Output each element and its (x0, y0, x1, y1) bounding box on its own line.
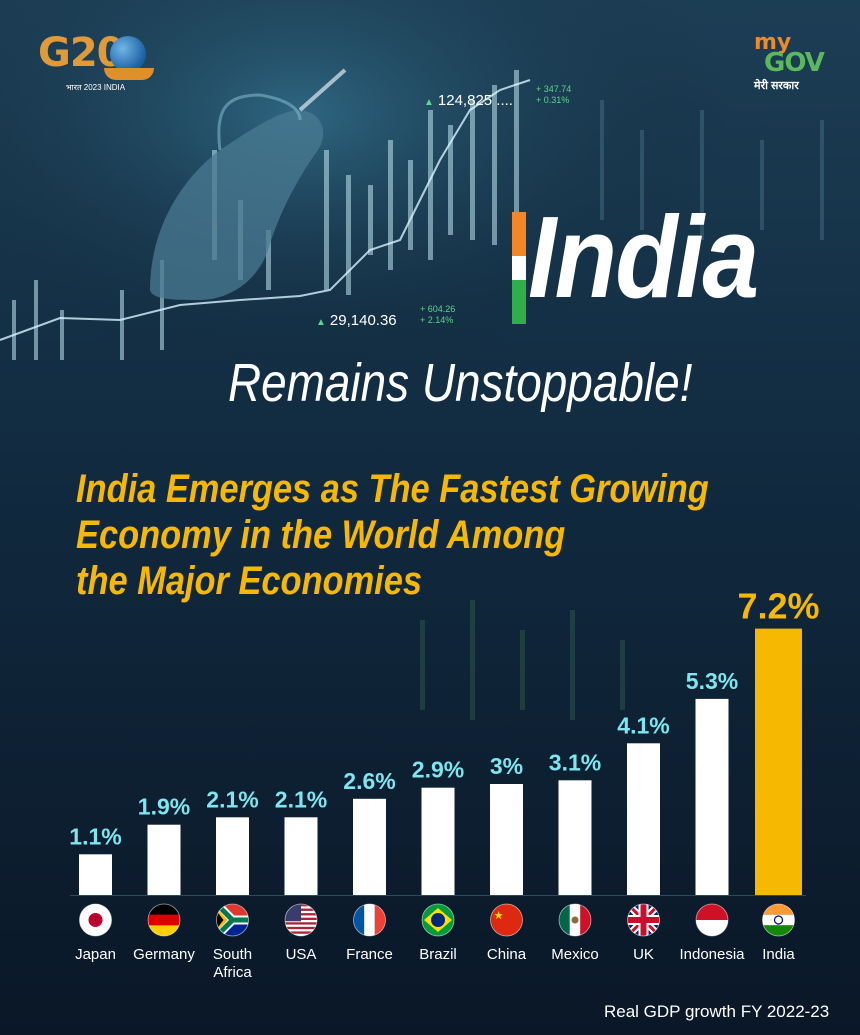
g20-logo-subtitle: भारत 2023 INDIA (66, 83, 126, 92)
ticker-bottom-change-block: + 604.26 + 2.14% (420, 304, 455, 326)
data-label-south-africa: 2.1% (206, 786, 258, 812)
bar-uk (627, 743, 660, 895)
ticker-bottom-change: + 604.26 (420, 304, 456, 314)
india-flag-icon (762, 903, 795, 937)
data-label-brazil: 2.9% (412, 757, 464, 783)
bar-south-africa (216, 817, 249, 895)
germany-flag-icon (147, 903, 181, 937)
bar-japan (79, 854, 112, 895)
data-label-china: 3% (490, 753, 523, 779)
country-label-mexico: Mexico (551, 946, 599, 963)
france-flag-icon (353, 903, 386, 937)
headline-line-1: India Emerges as The Fastest Growing (76, 467, 709, 511)
ticker-top-value: 124,825 .... (437, 92, 513, 109)
g20-logo: G20 भारत 2023 INDIA (38, 30, 168, 100)
ticker-top: ▲ 124,825 .... (424, 92, 513, 109)
country-label-india: India (762, 946, 795, 963)
brazil-flag-icon (421, 903, 455, 937)
country-label-usa: USA (286, 946, 317, 963)
japan-flag-icon (79, 903, 112, 937)
up-arrow-icon: ▲ (424, 97, 434, 108)
svg-text:★: ★ (494, 910, 504, 922)
ticker-bottom-pct: + 2.14% (420, 315, 454, 325)
ticker-top-change-block: + 347.74 + 0.31% (536, 84, 571, 106)
country-label-brazil: Brazil (419, 946, 457, 963)
headline-line-2: Economy in the World Among (76, 513, 566, 557)
country-label-japan: Japan (75, 946, 116, 963)
ticker-top-change: + 347.74 (536, 84, 572, 94)
headline-line-3: the Major Economies (76, 559, 422, 603)
bar-france (353, 798, 386, 895)
mygov-logo-my: my (754, 30, 792, 55)
lotus-icon (104, 68, 154, 80)
data-label-uk: 4.1% (617, 712, 669, 738)
bar-mexico (558, 780, 592, 895)
data-label-japan: 1.1% (69, 823, 121, 849)
bar-germany (147, 824, 181, 895)
data-label-france: 2.6% (343, 768, 395, 794)
india-title-word: India (528, 192, 759, 322)
china-flag-icon: ★ (490, 903, 523, 937)
country-label-uk: UK (633, 946, 654, 963)
tricolor-bar (512, 212, 526, 324)
bar-china (490, 784, 523, 895)
mygov-logo-tagline: मेरी सरकार (754, 80, 799, 92)
data-label-usa: 2.1% (275, 786, 327, 812)
country-label-france: France (346, 946, 393, 963)
bar-indonesia (695, 698, 729, 895)
data-label-germany: 1.9% (138, 794, 190, 820)
usa-flag-icon (284, 903, 318, 937)
mygov-logo: my GOV मेरी सरकार (750, 30, 840, 100)
country-label-indonesia: Indonesia (679, 946, 745, 963)
india-title: India (500, 192, 820, 338)
data-label-india: 7.2% (737, 586, 819, 627)
globe-icon (110, 36, 146, 72)
up-arrow-icon: ▲ (316, 317, 326, 328)
indonesia-flag-icon (695, 903, 729, 937)
footnote: Real GDP growth FY 2022-23 (604, 1002, 830, 1021)
bar-india (755, 628, 802, 895)
data-label-indonesia: 5.3% (686, 668, 738, 694)
bar-brazil (421, 787, 455, 895)
ticker-top-pct: + 0.31% (536, 95, 570, 105)
south-africa-flag-icon (216, 903, 249, 937)
mygov-logo-gov: GOV (764, 48, 825, 78)
subtitle: Remains Unstoppable! (228, 353, 693, 413)
mexico-flag-icon (558, 903, 592, 937)
bar-usa (284, 817, 318, 895)
ticker-bottom-value: 29,140.36 (329, 312, 397, 329)
data-label-mexico: 3.1% (549, 749, 601, 775)
headline: India Emerges as The Fastest Growing Eco… (76, 466, 730, 604)
uk-flag-icon (627, 903, 660, 937)
ticker-bottom: ▲ 29,140.36 (316, 312, 397, 329)
country-label-south-africa: South Africa (213, 946, 252, 981)
country-label-germany: Germany (133, 946, 195, 963)
country-label-china: China (487, 946, 527, 963)
